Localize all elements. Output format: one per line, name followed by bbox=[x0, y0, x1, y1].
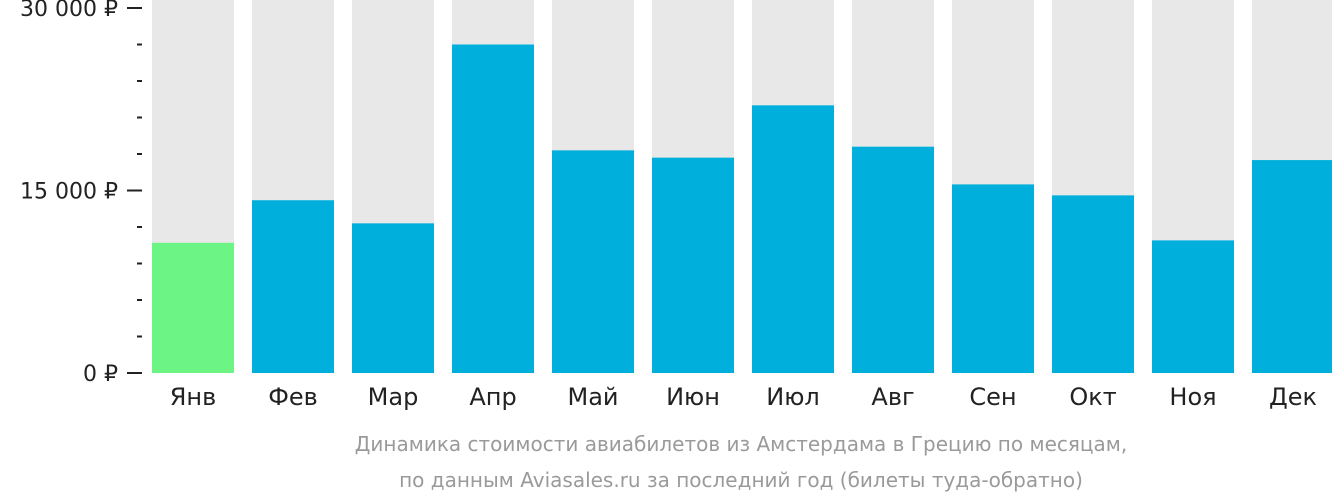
bar[interactable] bbox=[752, 105, 834, 373]
bar[interactable] bbox=[652, 157, 734, 373]
x-tick-label: Апр bbox=[469, 383, 516, 411]
x-tick-label: Окт bbox=[1069, 383, 1116, 411]
bar[interactable] bbox=[152, 242, 234, 373]
x-tick-label: Июн bbox=[666, 383, 720, 411]
y-tick-label: 15 000 ₽ bbox=[20, 180, 118, 205]
caption-line-1: Динамика стоимости авиабилетов из Амстер… bbox=[355, 432, 1127, 456]
x-tick-label: Янв bbox=[170, 383, 217, 411]
x-tick-label: Дек bbox=[1269, 383, 1317, 411]
caption-line-2: по данным Aviasales.ru за последний год … bbox=[399, 468, 1083, 492]
x-tick-label: Май bbox=[567, 383, 618, 411]
bar[interactable] bbox=[1152, 240, 1234, 373]
bar[interactable] bbox=[552, 150, 634, 373]
x-axis: Янв Фев Мар Апр Май Июн Июл Авг Сен Окт Ноя Дек bbox=[170, 383, 1317, 411]
chart-caption: Динамика стоимости авиабилетов из Амстер… bbox=[355, 432, 1127, 492]
x-tick-label: Сен bbox=[969, 383, 1016, 411]
x-tick-label: Июл bbox=[766, 383, 820, 411]
y-tick-label: 0 ₽ bbox=[83, 362, 118, 387]
x-tick-label: Авг bbox=[871, 383, 914, 411]
bar[interactable] bbox=[952, 184, 1034, 373]
bar[interactable] bbox=[452, 44, 534, 374]
bar[interactable] bbox=[852, 146, 934, 373]
x-tick-label: Мар bbox=[368, 383, 419, 411]
x-tick-label: Фев bbox=[268, 383, 318, 411]
x-tick-label: Ноя bbox=[1169, 383, 1216, 411]
data-bars bbox=[152, 44, 1332, 374]
bar[interactable] bbox=[252, 200, 334, 373]
y-axis: 0 ₽ 15 000 ₽ 30 000 ₽ bbox=[20, 0, 142, 387]
y-tick-label: 30 000 ₽ bbox=[20, 0, 118, 22]
bar[interactable] bbox=[352, 223, 434, 373]
bar[interactable] bbox=[1252, 160, 1332, 373]
bar[interactable] bbox=[1052, 195, 1134, 373]
